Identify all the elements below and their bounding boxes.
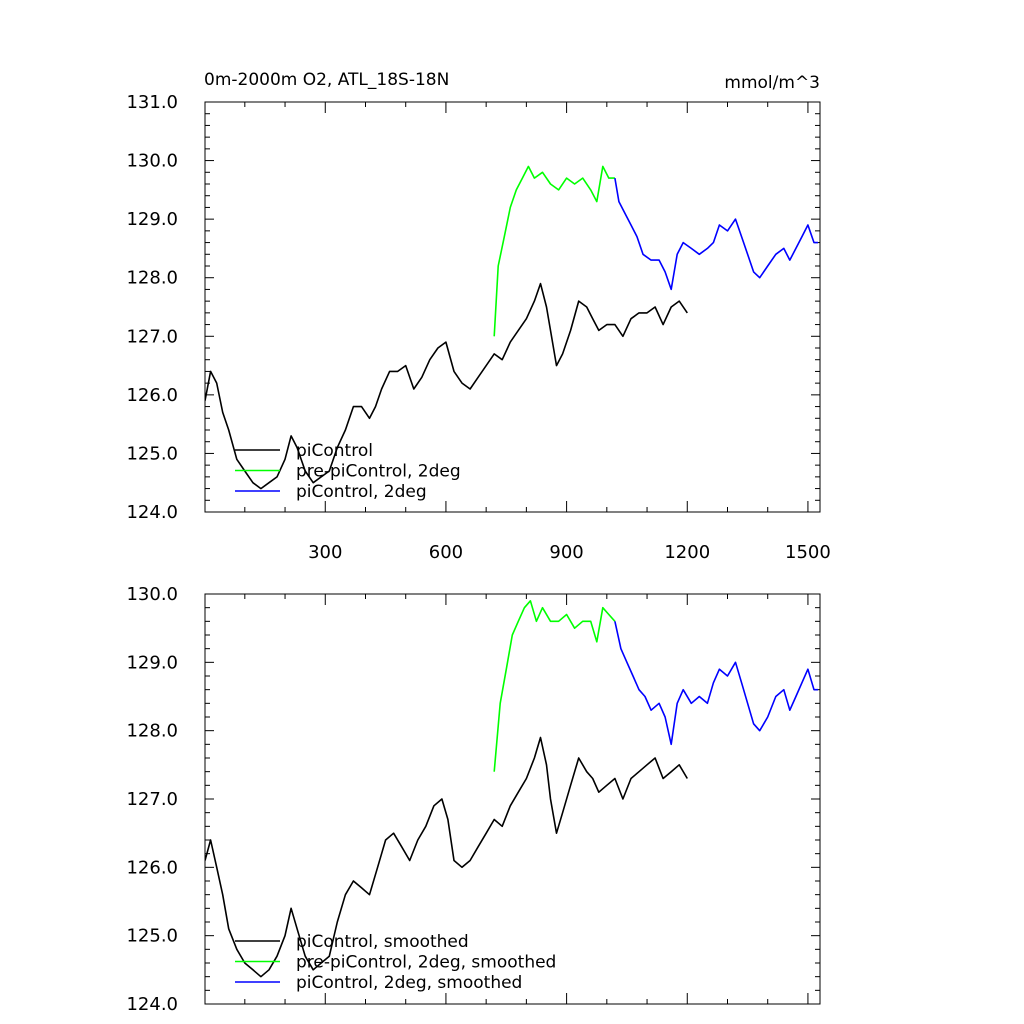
top-y-tick-label: 127.0	[126, 326, 178, 347]
bottom-y-tick-label: 127.0	[126, 789, 178, 810]
bottom-legend-label: piControl, 2deg, smoothed	[296, 973, 522, 993]
bottom-series-line-1	[493, 600, 616, 772]
top-series-line-2	[614, 177, 818, 291]
bottom-series-line-0	[205, 736, 688, 978]
bottom-y-tick-label: 129.0	[126, 652, 178, 673]
bottom-legend-label: piControl, smoothed	[296, 932, 469, 952]
top-legend-label: pre-piControl, 2deg	[296, 462, 461, 482]
top-panel: 0m-2000m O2, ATL_18S-18N mmol/m^3 124.01…	[126, 70, 830, 563]
top-y-tick-label: 124.0	[126, 502, 178, 523]
bottom-series-line-2	[614, 621, 818, 746]
top-x-tick-label: 1500	[785, 542, 831, 563]
top-y-tick-label: 129.0	[126, 209, 178, 230]
bottom-panel-series-group	[205, 600, 818, 978]
bottom-panel-axes: 124.0 125.0 126.0 127.0 128.0 129.0 130.0	[126, 584, 821, 1015]
bottom-y-tick-label: 130.0	[126, 584, 178, 605]
bottom-legend-label: pre-piControl, 2deg, smoothed	[296, 953, 556, 973]
top-x-tick-label: 900	[549, 542, 583, 563]
top-y-tick-label: 131.0	[126, 92, 178, 113]
bottom-y-tick-label: 124.0	[126, 994, 178, 1015]
top-y-tick-label: 125.0	[126, 443, 178, 464]
top-panel-series-group	[205, 165, 818, 490]
top-y-tick-label: 126.0	[126, 385, 178, 406]
top-y-tick-label: 130.0	[126, 151, 178, 172]
top-legend-label: piControl	[296, 441, 373, 461]
bottom-panel: 124.0 125.0 126.0 127.0 128.0 129.0 130.0 piCo…	[126, 584, 821, 1015]
bottom-y-tick-label: 126.0	[126, 857, 178, 878]
top-panel-units: mmol/m^3	[724, 73, 820, 93]
top-series-line-0	[205, 282, 688, 490]
bottom-y-tick-label: 128.0	[126, 721, 178, 742]
top-plot-frame	[204, 101, 821, 513]
top-x-tick-label: 300	[308, 542, 342, 563]
top-x-tick-label: 1200	[664, 542, 710, 563]
top-series-line-1	[493, 165, 615, 337]
bottom-y-tick-label: 125.0	[126, 926, 178, 947]
top-x-tick-label: 600	[429, 542, 463, 563]
top-legend-label: piControl, 2deg	[296, 482, 427, 502]
top-panel-title: 0m-2000m O2, ATL_18S-18N	[204, 70, 449, 90]
top-panel-axes: 124.0 125.0 126.0 127.0 128.0 129.0 130.0 131.0…	[126, 92, 830, 563]
top-y-tick-label: 128.0	[126, 268, 178, 289]
